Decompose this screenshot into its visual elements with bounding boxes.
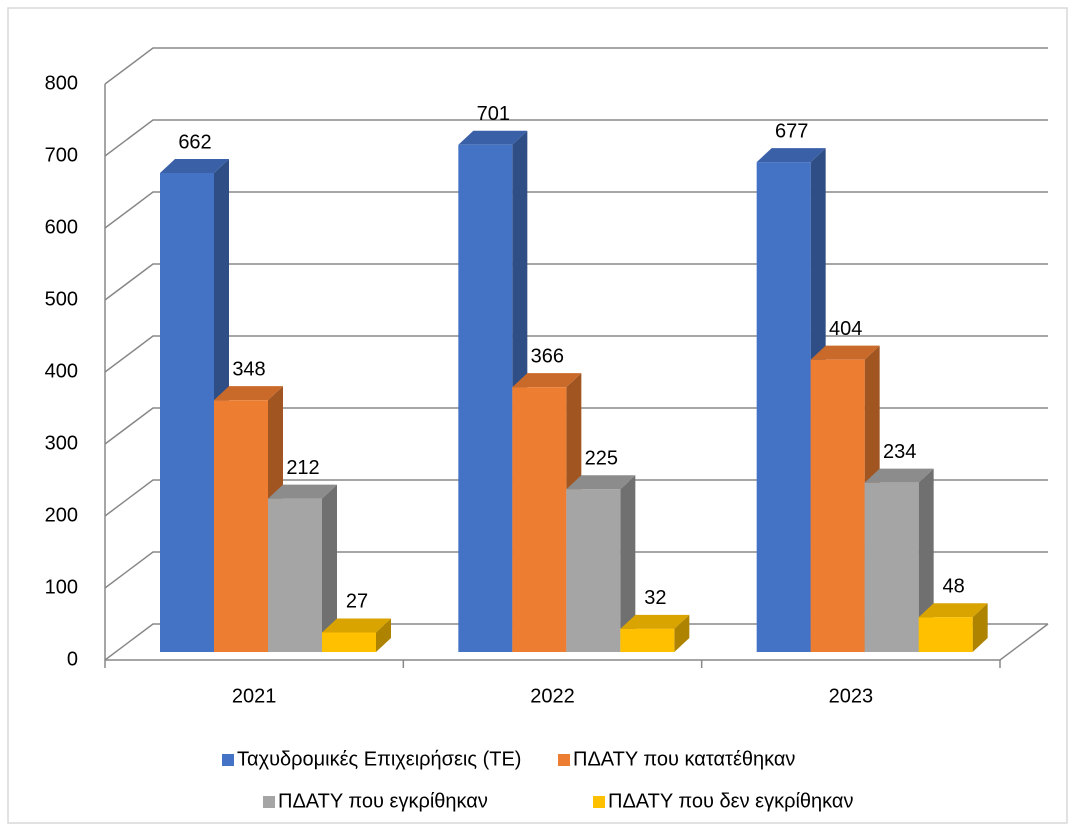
grid-line bbox=[104, 623, 1048, 661]
bar-top bbox=[458, 130, 528, 145]
legend-label: ΠΔΑΤΥ που δεν εγκρίθηκαν bbox=[608, 790, 853, 812]
data-label: 701 bbox=[477, 103, 510, 125]
bar-top bbox=[566, 475, 636, 490]
legend-label: ΠΔΑΤΥ που κατατέθηκαν bbox=[573, 748, 795, 770]
legend-label: ΠΔΑΤΥ που εγκρίθηκαν bbox=[278, 790, 488, 812]
bar bbox=[458, 144, 513, 652]
legend-label: Ταχυδρομικές Επιχειρήσεις (ΤΕ) bbox=[237, 748, 521, 770]
grid-line bbox=[104, 551, 1048, 589]
bar-top bbox=[268, 484, 337, 499]
bar bbox=[512, 387, 567, 652]
bar-side bbox=[620, 475, 636, 652]
data-label: 225 bbox=[585, 447, 618, 469]
legend-swatch bbox=[558, 754, 570, 766]
bar-side bbox=[972, 603, 988, 652]
x-tick-label: 2022 bbox=[530, 685, 575, 707]
legend-swatch bbox=[263, 796, 275, 808]
bar-top bbox=[756, 148, 826, 163]
data-label: 212 bbox=[286, 457, 319, 479]
legend-swatch bbox=[593, 796, 605, 808]
bar-top bbox=[322, 618, 391, 633]
grid-line bbox=[104, 335, 1048, 373]
y-tick-label: 400 bbox=[45, 360, 78, 382]
bar-top bbox=[810, 345, 880, 360]
grid-line bbox=[104, 479, 1048, 517]
bar bbox=[810, 359, 865, 652]
bar bbox=[214, 400, 268, 652]
bar-side bbox=[322, 484, 337, 652]
y-tick-label: 500 bbox=[45, 288, 78, 310]
bar-top bbox=[160, 158, 229, 173]
bar bbox=[322, 632, 376, 652]
bar bbox=[566, 489, 621, 652]
data-label: 32 bbox=[644, 587, 666, 609]
data-label: 677 bbox=[775, 120, 808, 142]
bar-side bbox=[918, 468, 934, 652]
bar bbox=[864, 482, 919, 652]
y-tick-label: 300 bbox=[45, 432, 78, 454]
bar bbox=[268, 498, 322, 652]
y-tick-label: 100 bbox=[45, 576, 78, 598]
data-label: 404 bbox=[829, 318, 862, 340]
y-tick-label: 800 bbox=[45, 72, 78, 94]
grid-line bbox=[104, 119, 1048, 157]
grid-line bbox=[104, 191, 1048, 229]
bar bbox=[756, 162, 811, 652]
bar-top bbox=[864, 468, 934, 483]
x-tick-label: 2021 bbox=[232, 685, 277, 707]
x-tick-label: 2023 bbox=[829, 685, 874, 707]
bar bbox=[620, 628, 675, 652]
data-label: 234 bbox=[883, 441, 916, 463]
bar-top bbox=[214, 386, 283, 401]
grid-line bbox=[104, 407, 1048, 445]
data-label: 348 bbox=[232, 358, 265, 380]
data-label: 48 bbox=[943, 576, 965, 598]
data-label: 662 bbox=[178, 131, 211, 153]
y-tick-label: 200 bbox=[45, 504, 78, 526]
bar bbox=[160, 172, 214, 652]
bar-side bbox=[376, 618, 391, 652]
bar-top bbox=[918, 603, 988, 618]
bar-top bbox=[512, 373, 582, 388]
legend-swatch bbox=[222, 754, 234, 766]
bar-top bbox=[620, 614, 690, 629]
data-label: 366 bbox=[531, 345, 564, 367]
y-tick-label: 0 bbox=[67, 648, 78, 670]
data-label: 27 bbox=[346, 591, 368, 613]
grid-line bbox=[104, 263, 1048, 301]
bar bbox=[918, 617, 973, 652]
y-tick-label: 700 bbox=[45, 144, 78, 166]
y-tick-label: 600 bbox=[45, 216, 78, 238]
grid-line bbox=[104, 47, 1048, 85]
bar-side bbox=[674, 614, 690, 652]
